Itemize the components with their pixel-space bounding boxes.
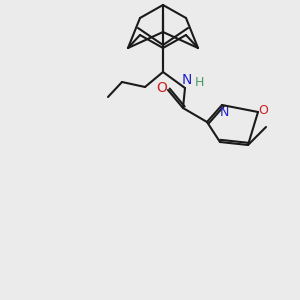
- Text: H: H: [194, 76, 204, 88]
- Text: N: N: [219, 106, 229, 119]
- Text: O: O: [258, 103, 268, 116]
- Text: N: N: [182, 73, 192, 87]
- Text: O: O: [157, 81, 167, 95]
